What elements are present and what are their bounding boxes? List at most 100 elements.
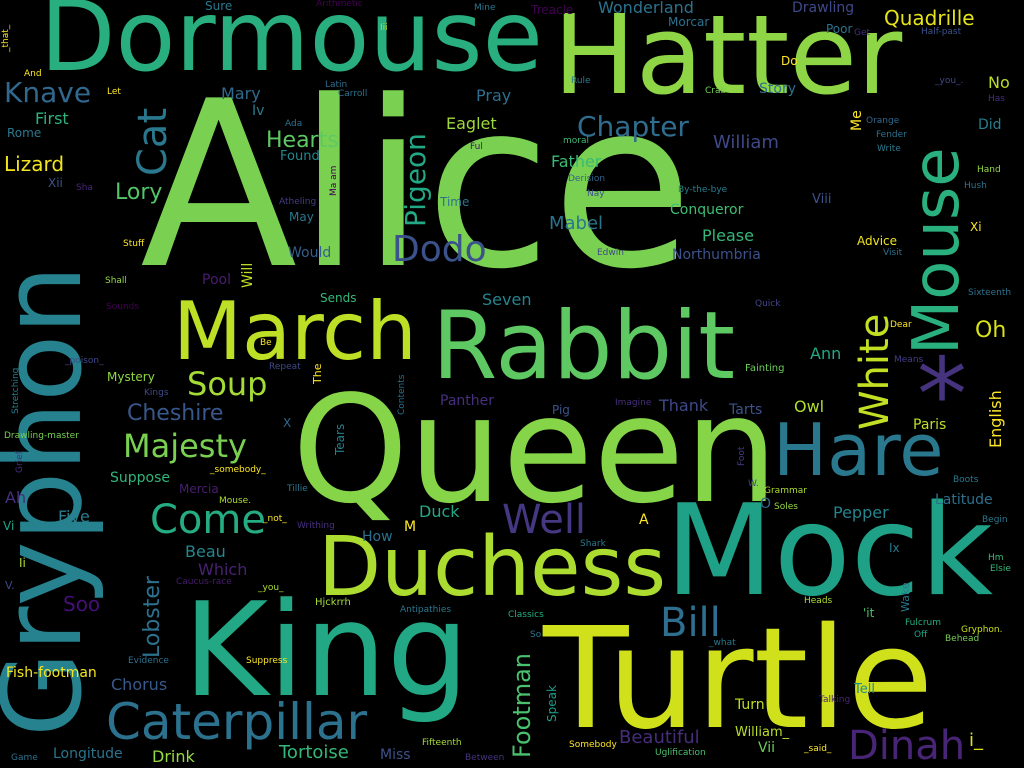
word-english: English <box>986 390 1005 448</box>
word-soup: Soup <box>187 365 268 403</box>
word-will: Will <box>240 262 256 288</box>
word-caucus-race: Caucus-race <box>176 577 232 587</box>
word-sixteenth: Sixteenth <box>968 288 1012 298</box>
word-uglification: Uglification <box>655 748 706 758</box>
word-story: Story <box>759 81 796 97</box>
word-vi: Vi <box>3 519 15 533</box>
word-alice: Alice <box>140 53 694 320</box>
word-found: Found <box>280 149 320 164</box>
word-arithmetic: Arithmetic <box>316 0 363 9</box>
word-drawling-master: Drawling-master <box>4 431 79 441</box>
word-half-past: Half-past <box>921 27 962 37</box>
word-begin: Begin <box>982 515 1008 525</box>
word-chapter: Chapter <box>577 110 689 143</box>
word-eaglet: Eaglet <box>446 114 497 133</box>
word-ah: Ah <box>5 488 27 507</box>
word-time: Time <box>440 195 470 209</box>
word-stretching: Stretching <box>11 367 21 414</box>
word-white: White <box>852 313 898 430</box>
word-somebody: Somebody <box>569 740 617 750</box>
word-quadrille: Quadrille <box>884 6 975 30</box>
word-hand: Hand <box>977 165 1001 175</box>
word-king: King <box>183 574 470 726</box>
word-caterpillar: Caterpillar <box>106 693 368 751</box>
word-ful: Ful <box>470 142 483 152</box>
word-foot: Foot <box>737 446 747 466</box>
word-it-quote: 'it <box>863 606 875 620</box>
word-kings: Kings <box>144 388 169 398</box>
word-mouse: Mouse <box>900 147 974 355</box>
word-drink: Drink <box>152 747 195 766</box>
word-tillie: Tillie <box>287 484 308 494</box>
word-soo: Soo <box>63 592 101 616</box>
word-classics: Classics <box>508 610 544 620</box>
word-stuff: Stuff <box>123 239 145 249</box>
word-mercia: Mercia <box>179 482 219 496</box>
word-owl: Owl <box>794 397 825 416</box>
word-hearts: Hearts <box>266 128 339 153</box>
word-duck: Duck <box>419 502 460 521</box>
word-pepper: Pepper <box>833 503 889 522</box>
word-tarts: Tarts <box>729 402 763 418</box>
word-carroll: Carroll <box>338 89 368 99</box>
word-get: Get <box>854 28 871 38</box>
word-first: First <box>35 109 69 128</box>
word-let: Let <box>107 87 121 97</box>
word-would: Would <box>288 245 332 261</box>
word-atheling: Atheling <box>279 197 317 207</box>
word-pig: Pig <box>552 403 570 417</box>
word-viii: Viii <box>812 192 832 207</box>
word-iii: Iii <box>380 23 388 33</box>
word-xii: Xii <box>48 176 63 190</box>
word-panther: Panther <box>440 393 494 409</box>
word-knave: Knave <box>4 76 92 109</box>
word-crab: Crab <box>705 86 727 96</box>
word-cheshire: Cheshire <box>127 401 224 426</box>
word-latitude: Latitude <box>935 492 993 508</box>
word-lobster: Lobster <box>140 576 165 658</box>
word-march: March <box>173 285 417 378</box>
word-and: And <box>24 69 42 79</box>
word-miss: Miss <box>380 747 411 763</box>
word-dinah: Dinah <box>848 723 966 768</box>
word-hjckrrh: Hjckrrh <box>315 597 351 608</box>
word-boots: Boots <box>953 475 979 485</box>
word-edwin: Edwin <box>597 248 624 258</box>
word-latin: Latin <box>325 80 348 90</box>
word-what: _what <box>709 638 736 648</box>
word-paris: Paris <box>913 417 947 433</box>
word-morcar: Morcar <box>668 15 710 29</box>
word-footman: Footman <box>508 652 536 758</box>
word-majesty: Majesty <box>123 427 247 465</box>
word-fish-footman: Fish-footman <box>6 665 97 681</box>
word-bill: Bill <box>660 600 721 646</box>
word-fulcrum: Fulcrum <box>905 618 942 628</box>
word-mock: Mock <box>665 477 994 624</box>
word-father: Father <box>551 152 602 171</box>
word-did: Did <box>978 117 1002 133</box>
word-turtle: Turtle <box>543 598 934 761</box>
word-tell: Tell <box>854 682 875 697</box>
word-means: Means <box>894 355 924 365</box>
word-imagine: Imagine <box>615 398 652 408</box>
word-grief: Grief <box>15 451 25 473</box>
word-elsie: Elsie <box>990 564 1011 574</box>
word-ann: Ann <box>810 344 842 363</box>
word-beau: Beau <box>185 542 226 561</box>
word-lory: Lory <box>115 180 163 205</box>
word-moral: moral <box>563 136 589 146</box>
word-sure: Sure <box>205 0 233 13</box>
word-queen: Queen <box>292 364 779 536</box>
word-a: A <box>639 512 649 528</box>
word-five: Five <box>58 507 90 526</box>
word-treacle: Treacle <box>531 3 574 17</box>
word-do: Do <box>781 54 798 68</box>
word-fifteenth: Fifteenth <box>422 738 462 748</box>
word-conqueror: Conqueror <box>670 202 744 218</box>
word-repeat: Repeat <box>269 362 301 372</box>
word-ix: Ix <box>889 541 900 555</box>
word-write: Write <box>877 144 901 154</box>
word-duchess: Duchess <box>318 520 667 615</box>
word-sounds: Sounds <box>106 302 140 312</box>
word-be: Be <box>260 338 272 348</box>
